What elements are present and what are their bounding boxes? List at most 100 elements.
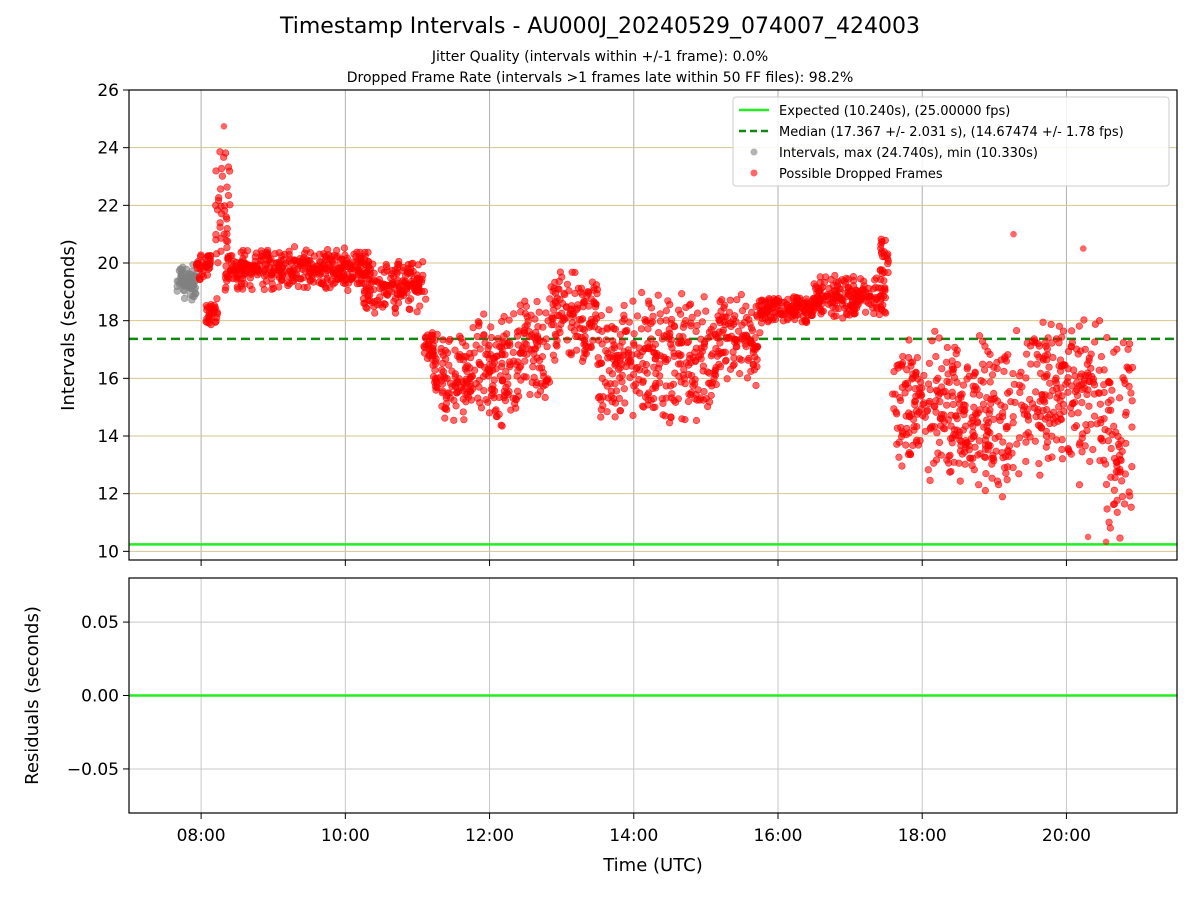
- dropped-frame-point: [1095, 317, 1104, 325]
- dropped-frame-point: [394, 260, 402, 268]
- dropped-frame-point: [717, 307, 725, 315]
- dropped-frame-point: [675, 332, 684, 341]
- dropped-frame-point: [920, 371, 928, 380]
- dropped-frame-point: [1028, 400, 1037, 408]
- intervals-y-tick-label: 24: [97, 139, 119, 159]
- dropped-frame-point: [1074, 409, 1082, 417]
- dropped-frame-point: [881, 294, 890, 302]
- dropped-frame-point: [492, 412, 501, 420]
- intervals-panel: 10 12 14 16 18 20 22 24 26 Intervals (seconds) E…: [58, 81, 1178, 566]
- dropped-frame-point: [688, 371, 696, 380]
- dropped-frame-point: [824, 300, 833, 308]
- dropped-frame-point: [216, 148, 224, 156]
- dropped-frame-point: [487, 333, 496, 342]
- dropped-frame-point: [618, 317, 627, 326]
- dropped-frame-point: [725, 334, 733, 342]
- dropped-frame-point: [602, 336, 610, 344]
- dropped-frame-point: [1011, 398, 1019, 407]
- dropped-frame-point: [625, 318, 633, 326]
- dropped-frame-point: [522, 373, 530, 381]
- dropped-frame-point: [294, 265, 302, 273]
- dropped-frame-point: [1105, 518, 1113, 526]
- dropped-frame-point: [893, 424, 901, 432]
- dropped-frame-point: [818, 283, 827, 291]
- dropped-frame-point: [363, 304, 371, 312]
- dropped-frame-point: [443, 349, 452, 357]
- intervals-ticks: 10 12 14 16 18 20 22 24 26: [97, 81, 1067, 566]
- dropped-frame-point: [993, 358, 1001, 367]
- dropped-frame-point: [856, 296, 864, 304]
- dropped-frame-point: [688, 313, 696, 321]
- dropped-frame-point: [406, 270, 415, 278]
- dropped-frame-point: [802, 317, 811, 325]
- dropped-frame-point: [791, 315, 799, 324]
- dropped-frame-point: [239, 261, 247, 270]
- dropped-frame-point: [984, 418, 993, 427]
- dropped-frame-point: [258, 252, 266, 261]
- dropped-frame-point: [1127, 389, 1135, 397]
- dropped-frame-point: [1022, 438, 1030, 446]
- dropped-frame-point: [651, 355, 659, 363]
- dropped-frame-point: [594, 354, 602, 362]
- dropped-frame-point: [990, 457, 998, 465]
- dropped-frame-point: [947, 422, 955, 430]
- dropped-frame-point: [460, 352, 468, 361]
- intervals-y-tick-label: 26: [97, 81, 119, 101]
- dropped-frame-point: [716, 298, 724, 306]
- dropped-frame-point: [584, 288, 592, 296]
- dropped-frame-point: [907, 359, 915, 367]
- dropped-frame-point: [963, 375, 971, 383]
- dropped-frame-point: [737, 356, 746, 364]
- dropped-frame-point: [838, 300, 847, 308]
- dropped-frame-point: [285, 247, 293, 255]
- dropped-frame-point: [528, 378, 536, 387]
- dropped-frame-point: [336, 256, 345, 264]
- dropped-frame-point: [969, 382, 977, 390]
- dropped-frame-point: [736, 370, 744, 378]
- dropped-frame-point: [1073, 391, 1082, 400]
- dropped-frame-point: [509, 348, 517, 356]
- dropped-frame-point: [593, 285, 602, 294]
- dropped-frame-point: [1048, 339, 1056, 347]
- dropped-frame-point: [943, 343, 951, 352]
- dropped-frame-point: [473, 332, 481, 341]
- dropped-frame-point: [569, 313, 577, 321]
- dropped-frame-point: [541, 393, 549, 402]
- dropped-frame-point: [432, 377, 440, 385]
- dropped-frame-point: [278, 252, 286, 260]
- dropped-frame-point: [1117, 437, 1125, 445]
- dropped-frame-point: [1080, 384, 1089, 392]
- dropped-frame-point: [1026, 342, 1035, 350]
- dropped-frame-point: [1055, 339, 1063, 347]
- dropped-frame-point: [1064, 446, 1073, 454]
- dropped-frame-point: [203, 303, 212, 312]
- dropped-frame-point: [944, 416, 952, 424]
- dropped-frame-point: [1034, 340, 1042, 348]
- dropped-frame-point: [721, 321, 729, 329]
- dropped-frame-point: [923, 406, 932, 414]
- dropped-frame-point: [933, 429, 941, 437]
- dropped-frame-point: [287, 259, 295, 267]
- dropped-frame-point: [957, 437, 965, 446]
- dropped-frame-point: [986, 406, 994, 414]
- dropped-frame-point: [948, 388, 956, 396]
- dropped-frame-point: [223, 273, 232, 281]
- dropped-frame-point: [780, 310, 788, 318]
- dropped-frame-point: [1118, 477, 1126, 485]
- dropped-frame-point: [677, 378, 685, 386]
- dropped-frame-point: [982, 470, 990, 478]
- dropped-frame-point: [1122, 411, 1130, 419]
- dropped-frame-point: [752, 381, 760, 390]
- dropped-frame-point: [212, 236, 220, 244]
- dropped-frame-point: [670, 352, 678, 361]
- dropped-frame-point: [542, 335, 550, 343]
- dropped-frame-point: [656, 317, 665, 325]
- residuals-y-tick-label: −0.05: [67, 760, 119, 780]
- dropped-frame-point: [523, 313, 531, 321]
- dropped-frame-point: [709, 322, 718, 330]
- dropped-frame-point: [558, 309, 566, 317]
- dropped-frame-point: [223, 243, 231, 252]
- dropped-frame-point: [767, 313, 775, 321]
- dropped-frame-point: [605, 367, 613, 375]
- dropped-frame-point: [921, 413, 929, 421]
